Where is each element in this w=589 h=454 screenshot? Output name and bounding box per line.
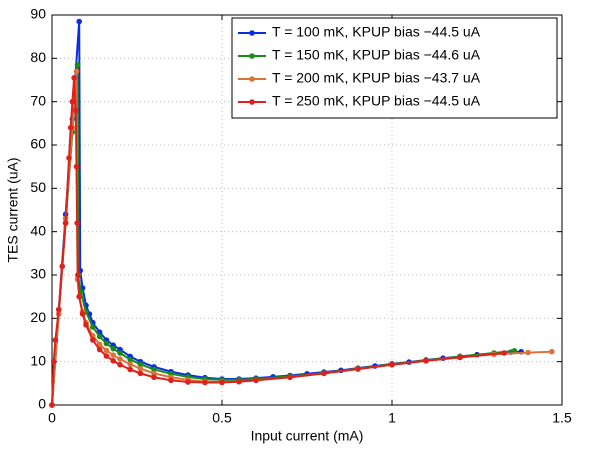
data-point <box>151 366 157 373</box>
data-point <box>110 358 116 364</box>
data-point <box>74 62 81 68</box>
data-point <box>103 347 110 354</box>
y-tick-label: 20 <box>30 309 46 325</box>
y-tick-label: 90 <box>30 6 46 22</box>
y-tick-label: 60 <box>30 136 46 152</box>
x-tick-label: 1 <box>388 410 396 426</box>
legend-marker <box>249 99 255 105</box>
y-tick-label: 80 <box>30 49 46 65</box>
data-point <box>287 374 293 381</box>
x-axis-label: Input current (mA) <box>251 428 364 444</box>
legend-box <box>231 17 558 119</box>
data-point <box>96 341 103 348</box>
data-point <box>59 263 65 270</box>
legend-marker <box>249 76 255 82</box>
data-point <box>62 220 69 226</box>
data-point <box>117 356 123 362</box>
data-point <box>355 366 361 372</box>
legend-label: T = 100 mK, KPUP bias −44.5 uA <box>272 24 481 40</box>
data-point <box>66 155 72 161</box>
data-point <box>83 322 89 328</box>
data-point <box>127 356 133 363</box>
x-tick-label: 1.5 <box>552 410 572 426</box>
data-point <box>75 272 81 278</box>
plot-frame <box>51 14 563 406</box>
data-point <box>389 361 395 368</box>
data-point <box>321 370 327 377</box>
legend-marker <box>249 30 255 36</box>
x-tick-label: 0 <box>48 410 56 426</box>
data-point <box>423 358 429 364</box>
data-point <box>76 293 82 300</box>
y-tick-label: 50 <box>30 179 46 195</box>
data-point <box>236 378 242 385</box>
data-point <box>117 350 123 356</box>
data-point <box>127 361 133 368</box>
x-tick-label: 0.5 <box>212 410 232 426</box>
data-point <box>96 346 103 353</box>
data-point <box>525 349 531 356</box>
data-point <box>457 354 463 361</box>
data-point <box>52 337 59 343</box>
data-point <box>50 358 57 365</box>
data-point <box>202 379 208 386</box>
data-point <box>74 220 80 226</box>
data-point <box>253 377 259 384</box>
data-point <box>103 340 110 347</box>
data-point <box>127 366 133 373</box>
data-point <box>117 361 123 368</box>
data-point <box>71 75 77 81</box>
data-point <box>69 98 76 105</box>
data-point <box>151 370 157 377</box>
data-point <box>56 306 62 313</box>
data-point <box>73 163 80 170</box>
data-point <box>110 352 116 358</box>
data-point <box>137 361 144 368</box>
data-point <box>90 324 96 330</box>
data-point <box>185 379 191 385</box>
data-point <box>137 365 144 372</box>
y-tick-label: 10 <box>30 352 46 368</box>
data-point <box>49 402 55 408</box>
series-line <box>51 77 505 406</box>
data-point <box>110 345 116 352</box>
data-point <box>67 124 74 131</box>
y-tick-label: 0 <box>38 396 46 412</box>
legend-label: T = 250 mK, KPUP bias −44.5 uA <box>272 93 481 109</box>
data-point <box>549 348 555 355</box>
y-tick-label: 30 <box>30 266 46 282</box>
legend-marker <box>249 53 255 59</box>
data-point <box>90 337 96 343</box>
y-tick-label: 40 <box>30 222 46 238</box>
data-point <box>501 350 508 356</box>
data-point <box>168 377 174 384</box>
data-point <box>73 68 80 75</box>
y-axis-label: TES current (uA) <box>5 157 21 262</box>
data-point <box>76 18 82 25</box>
data-point <box>219 379 225 386</box>
data-point <box>73 107 79 114</box>
data-point <box>151 374 157 381</box>
data-point <box>137 370 144 377</box>
legend-label: T = 150 mK, KPUP bias −44.6 uA <box>272 47 481 63</box>
data-point <box>96 333 103 340</box>
legend-label: T = 200 mK, KPUP bias −43.7 uA <box>272 70 481 86</box>
data-point <box>103 353 110 359</box>
y-tick-label: 70 <box>30 92 46 108</box>
data-point <box>79 311 86 317</box>
